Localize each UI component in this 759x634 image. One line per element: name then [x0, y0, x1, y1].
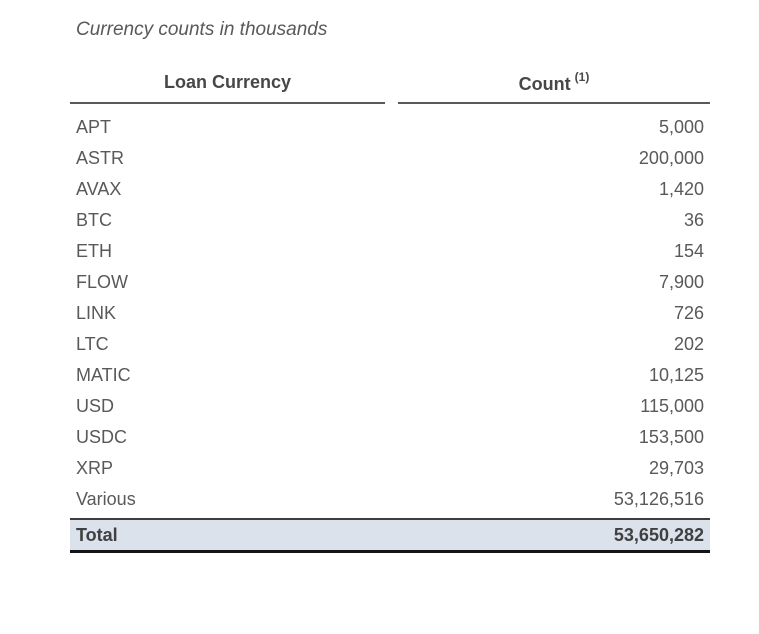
table-row: Various 53,126,516 — [70, 484, 710, 515]
table-row: USDC 153,500 — [70, 422, 710, 453]
table-row: MATIC 10,125 — [70, 360, 710, 391]
currency-cell: Various — [76, 489, 136, 509]
table-total-row: Total 53,650,282 — [70, 518, 710, 553]
count-cell: 10,125 — [648, 365, 704, 385]
currency-cell: ETH — [76, 241, 112, 261]
total-label: Total — [76, 524, 118, 545]
document-page: Currency counts in thousands Loan Curren… — [70, 19, 710, 553]
footnote-marker: (1) — [574, 70, 590, 84]
table-row: LTC 202 — [70, 329, 710, 360]
table-body: APT 5,000 ASTR 200,000 AVAX 1,420 BTC 36… — [70, 104, 710, 515]
header-loan-currency-label: Loan Currency — [163, 72, 292, 92]
count-cell: 153,500 — [638, 427, 704, 447]
count-cell: 7,900 — [658, 272, 704, 292]
table-header-row: Loan Currency Count (1) — [70, 70, 710, 104]
table-row: ETH 154 — [70, 236, 710, 267]
table-title: Currency counts in thousands — [76, 19, 328, 40]
table-row: USD 115,000 — [70, 391, 710, 422]
table-row: FLOW 7,900 — [70, 267, 710, 298]
header-count-label: Count — [518, 74, 571, 94]
currency-cell: APT — [76, 117, 112, 137]
total-count: 53,650,282 — [613, 524, 704, 545]
count-cell: 726 — [673, 303, 704, 323]
currency-cell: LINK — [76, 303, 117, 323]
table-row: APT 5,000 — [70, 112, 710, 143]
count-cell: 115,000 — [640, 396, 704, 416]
currency-cell: LTC — [76, 334, 109, 354]
currency-cell: XRP — [76, 458, 114, 478]
header-loan-currency: Loan Currency — [70, 72, 385, 104]
currency-cell: FLOW — [76, 272, 128, 292]
count-cell: 5,000 — [658, 117, 704, 137]
count-cell: 36 — [683, 210, 704, 230]
currency-cell: USD — [76, 396, 115, 416]
count-cell: 1,420 — [658, 179, 704, 199]
count-cell: 29,703 — [648, 458, 704, 478]
currency-cell: USDC — [76, 427, 128, 447]
count-cell: 202 — [673, 334, 704, 354]
header-count: Count (1) — [398, 70, 710, 104]
count-cell: 154 — [673, 241, 704, 261]
count-cell: 200,000 — [638, 148, 704, 168]
count-cell: 53,126,516 — [613, 489, 704, 509]
table-row: XRP 29,703 — [70, 453, 710, 484]
table-row: AVAX 1,420 — [70, 174, 710, 205]
currency-cell: BTC — [76, 210, 112, 230]
currency-cell: AVAX — [76, 179, 122, 199]
table-row: BTC 36 — [70, 205, 710, 236]
table-row: LINK 726 — [70, 298, 710, 329]
table-row: ASTR 200,000 — [70, 143, 710, 174]
currency-cell: ASTR — [76, 148, 125, 168]
currency-cell: MATIC — [76, 365, 131, 385]
